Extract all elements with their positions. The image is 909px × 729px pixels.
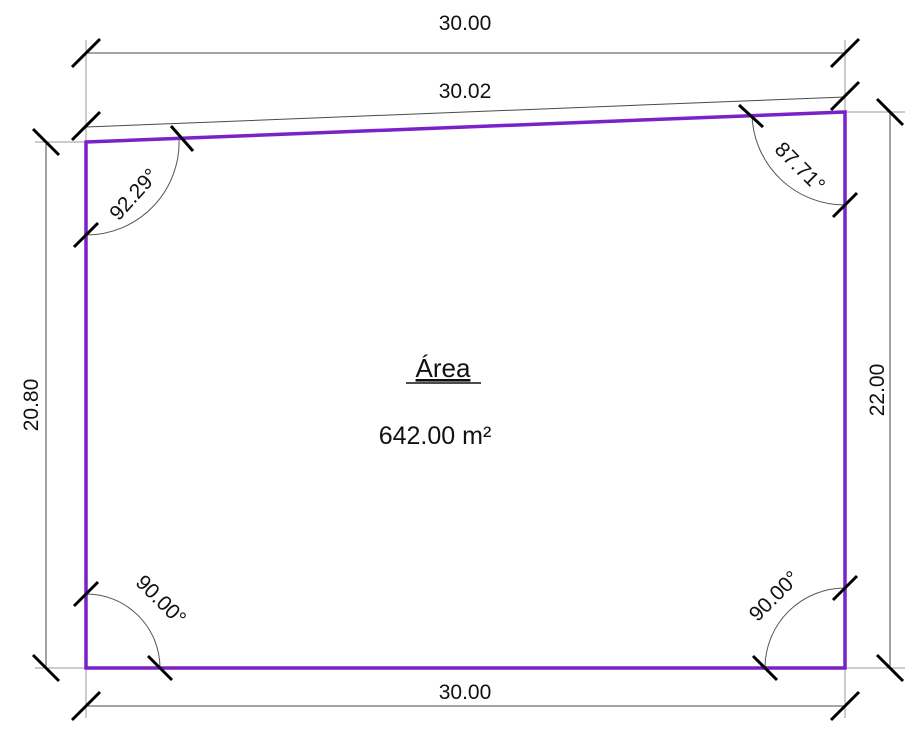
bottom-left-angle-arc: [85, 593, 161, 669]
top-right-angle-label: 87.71°: [770, 138, 829, 197]
area-value: 642.00 m²: [379, 422, 492, 450]
angle-arcs: [85, 115, 846, 669]
right-dimension-label: 22.00: [866, 364, 889, 417]
top-horizontal-dimension-label: 30.00: [439, 12, 492, 35]
top-left-angle-label: 92.29°: [105, 164, 163, 225]
top-edge-dimension-label: 30.02: [439, 80, 492, 103]
area-title: Área: [416, 353, 471, 383]
dimension-ticks: [31, 37, 905, 722]
bottom-right-angle-arc: [764, 587, 846, 669]
top-edge-dimension-line: [85, 96, 846, 128]
bottom-right-angle-label: 90.00°: [745, 567, 804, 626]
bottom-dimension-label: 30.00: [439, 681, 492, 704]
dimension-lines: [45, 52, 891, 707]
top-left-angle-arc: [85, 137, 180, 236]
left-dimension-label: 20.80: [20, 379, 43, 432]
top-right-angle-arc: [751, 115, 846, 206]
lot-outline: [84, 110, 847, 670]
bottom-left-angle-label: 90.00°: [131, 571, 190, 630]
